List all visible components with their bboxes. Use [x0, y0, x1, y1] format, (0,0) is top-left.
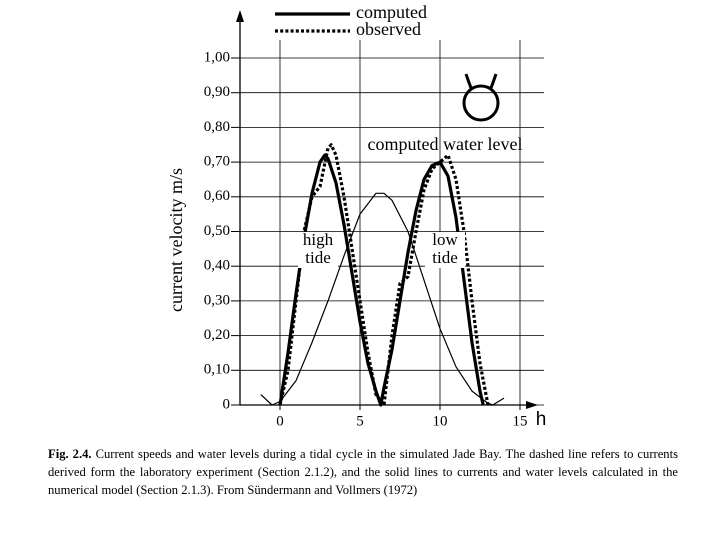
- annotation-bg: [425, 232, 465, 250]
- x-axis-arrow: [526, 401, 538, 409]
- x-tick-label: 15: [513, 413, 528, 429]
- y-tick-label: 0,80: [204, 119, 230, 135]
- caption-text: Current speeds and water levels during a…: [48, 447, 678, 497]
- x-axis-label: h: [536, 409, 547, 430]
- y-tick-label: 0,10: [204, 362, 230, 378]
- y-tick-label: 0,30: [204, 292, 230, 308]
- y-axis-arrow: [236, 10, 244, 22]
- y-tick-label: 0,50: [204, 223, 230, 239]
- caption: Fig. 2.4. Current speeds and water level…: [48, 445, 678, 499]
- y-tick-label: 0: [223, 396, 231, 412]
- data-line: [260, 192, 505, 406]
- basin-icon: [462, 73, 500, 122]
- y-tick-label: 0,60: [204, 188, 230, 204]
- y-tick-label: 1,00: [204, 49, 230, 65]
- annotation-bg: [298, 250, 338, 268]
- data-line: [278, 143, 490, 407]
- y-tick-label: 0,90: [204, 84, 230, 100]
- y-axis-label: current velocity m/s: [166, 168, 186, 312]
- y-tick-label: 0,70: [204, 154, 230, 170]
- annotation: high: [303, 230, 334, 249]
- x-tick-label: 10: [433, 413, 448, 429]
- x-tick-label: 5: [356, 413, 364, 429]
- legend-label: computed: [356, 2, 427, 22]
- data-line: [278, 153, 485, 407]
- y-tick-label: 0,40: [204, 258, 230, 274]
- annotation-bg: [425, 250, 465, 268]
- caption-label: Fig. 2.4.: [48, 447, 92, 461]
- series-label: computed water level: [368, 134, 523, 154]
- chart: current velocity m/s h 0 0,10 0,20 0,30 0,40…: [166, 2, 547, 430]
- y-tick-label: 0,20: [204, 327, 230, 343]
- annotation: low: [432, 230, 458, 249]
- legend-label: observed: [356, 19, 421, 39]
- annotation: tide: [305, 248, 331, 267]
- annotation-bg: [298, 232, 338, 250]
- annotation: tide: [432, 248, 458, 267]
- x-tick-label: 0: [276, 413, 284, 429]
